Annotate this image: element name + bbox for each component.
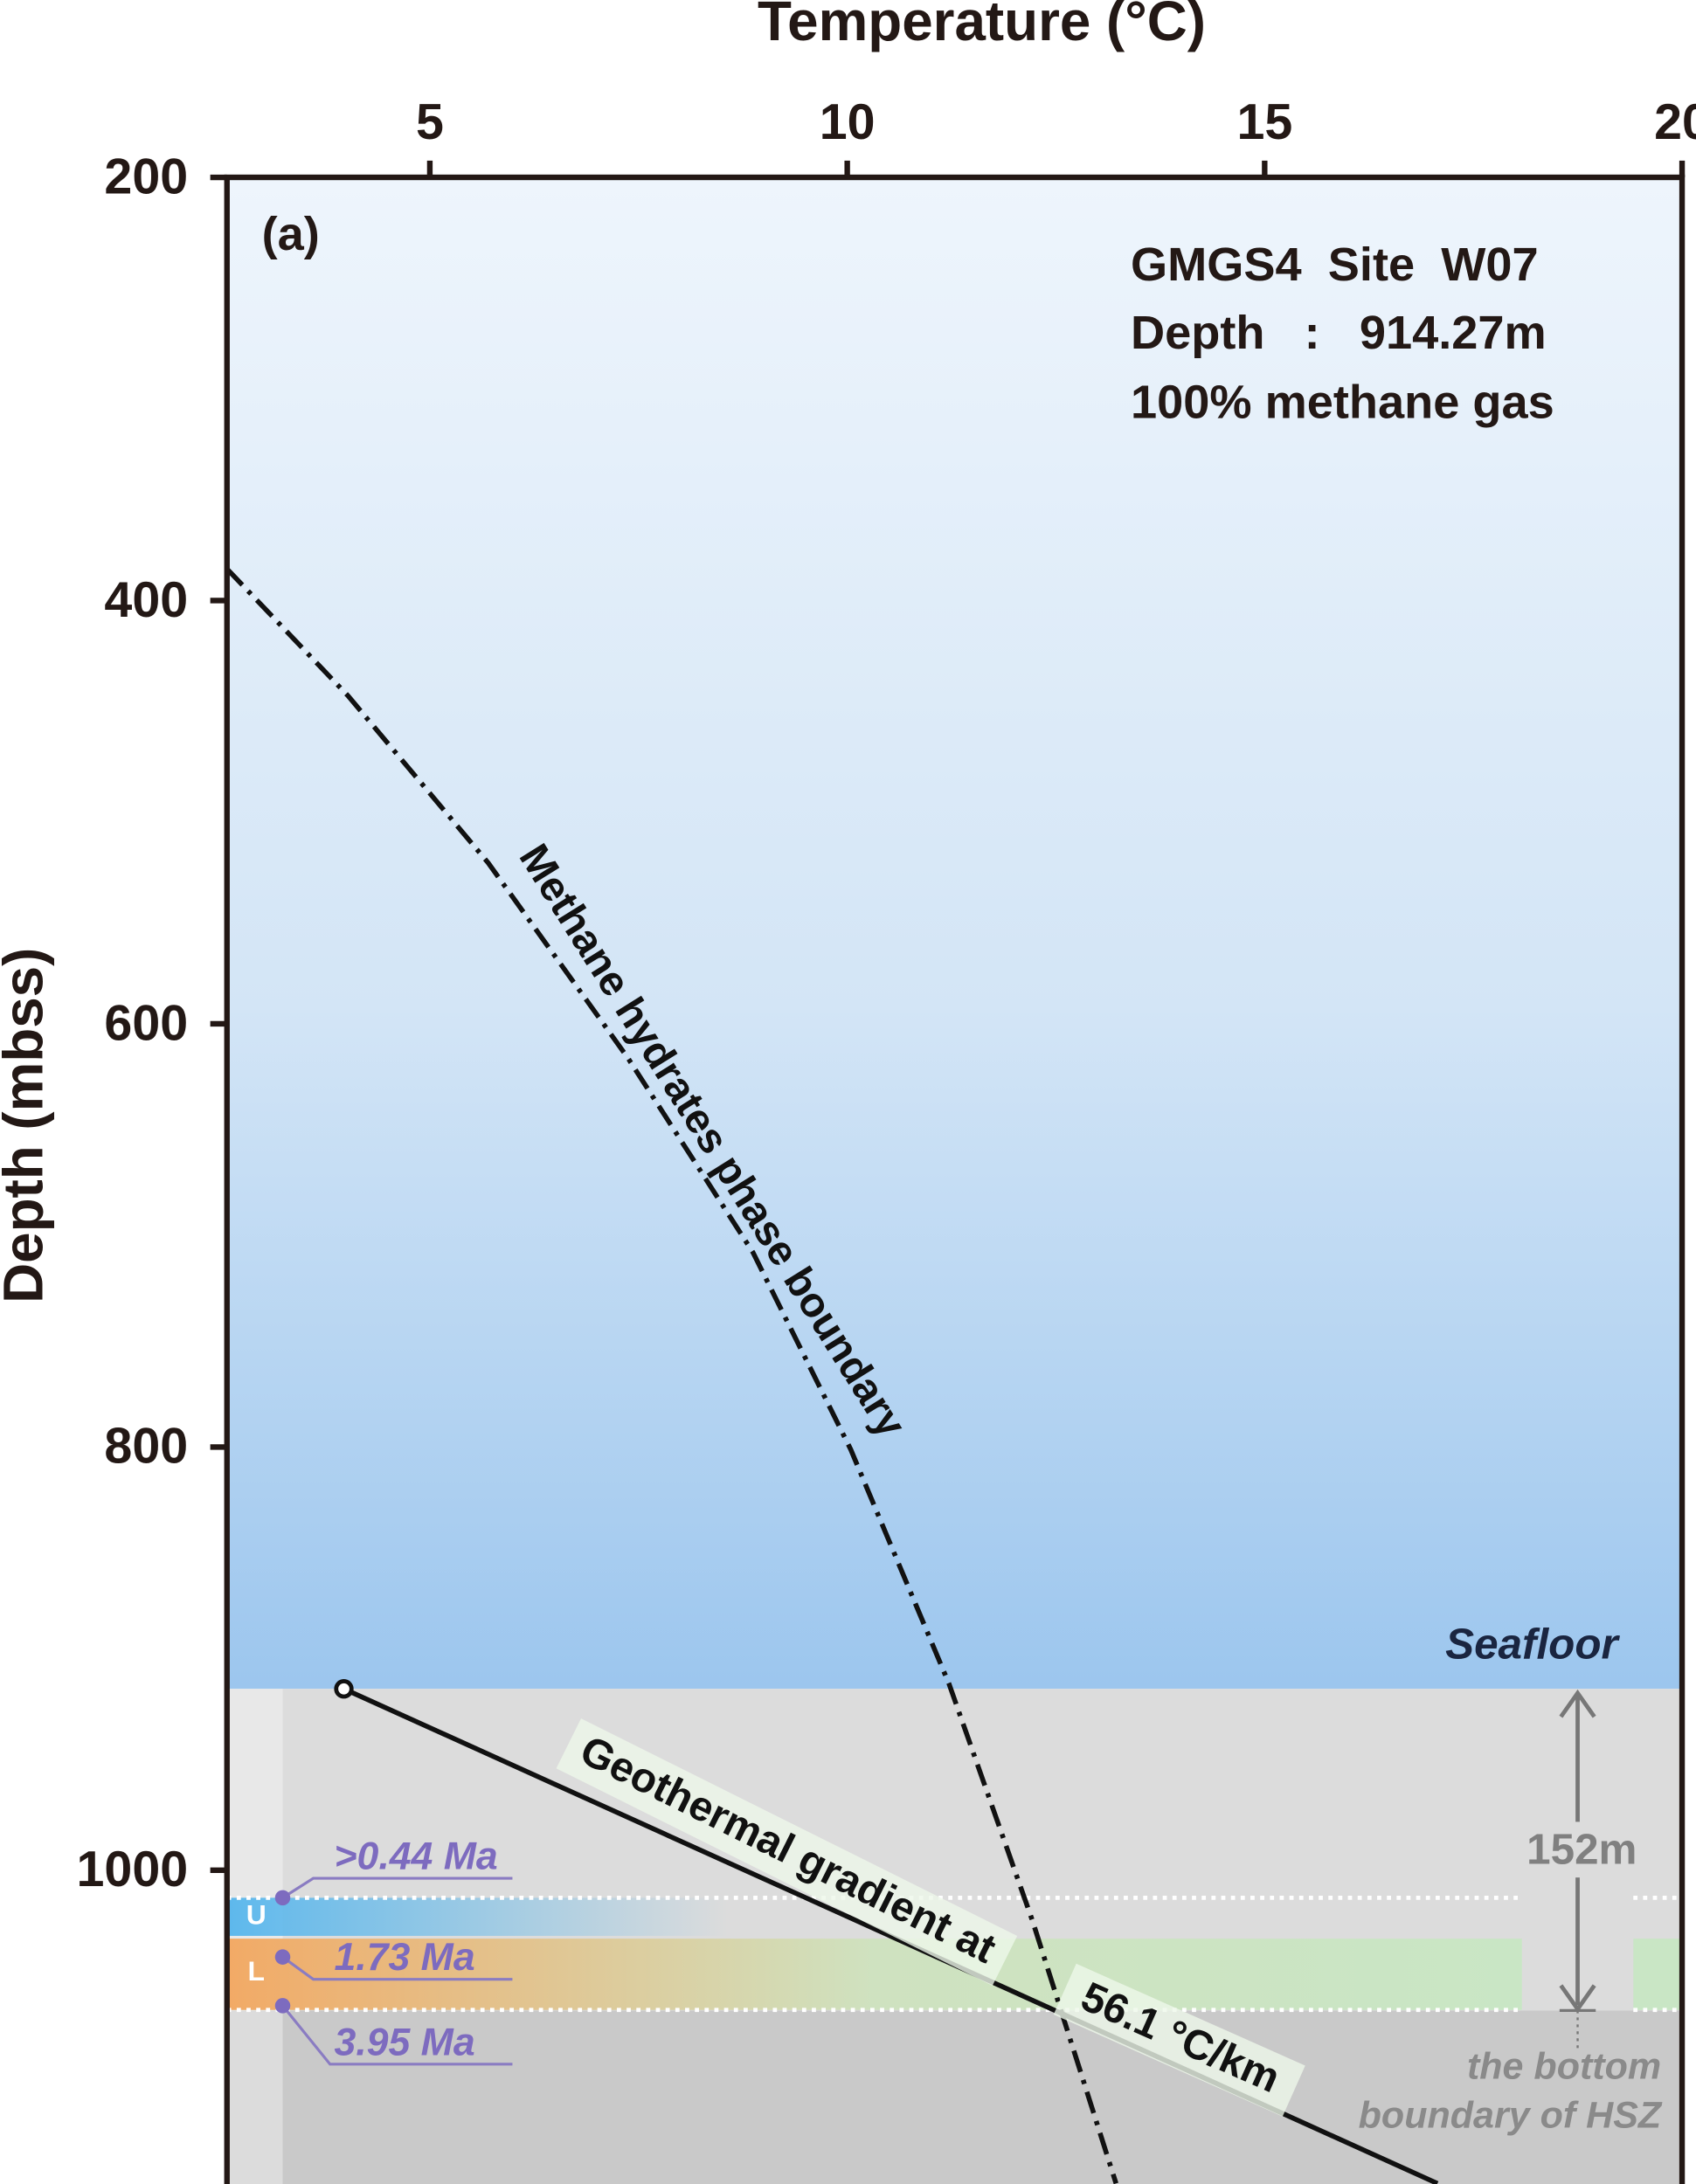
- label-backdrop: [1518, 1821, 1638, 1878]
- band-label: L: [247, 1955, 264, 1987]
- y-tick-label: 400: [104, 572, 188, 628]
- x-tick-label: 5: [416, 94, 444, 150]
- x-tick-label: 15: [1236, 94, 1292, 150]
- band: [226, 1939, 1522, 2010]
- x-axis-title: Temperature (°C): [758, 0, 1206, 52]
- arrow-head: [1559, 1689, 1596, 1718]
- y-tick-label: 1000: [77, 1842, 189, 1897]
- hsz-label: the bottom: [1467, 2046, 1661, 2088]
- label-backdrop: [556, 1718, 1018, 1987]
- y-tick-label: 600: [104, 995, 188, 1051]
- y-tick-label: 200: [104, 149, 188, 204]
- band: [1633, 1939, 1683, 2010]
- below-hsz: [226, 2010, 1683, 2184]
- core-strip: [226, 1689, 283, 2184]
- water-column: [226, 177, 1683, 1690]
- y-tick-label: 800: [104, 1419, 188, 1475]
- background: UL: [226, 177, 1683, 2184]
- seafloor-label: Seafloor: [1445, 1620, 1620, 1668]
- age-leader: [281, 1876, 513, 1899]
- y-axis-title: Depth (mbss): [0, 948, 55, 1303]
- info-text: 100% methane gas: [1131, 377, 1554, 429]
- age-marker: [274, 1890, 291, 1906]
- hsz-thickness: 152m: [1526, 1826, 1637, 1874]
- x-tick-label: 20: [1654, 94, 1696, 150]
- panel-label: (a): [262, 208, 320, 260]
- age-marker: [274, 1998, 291, 2014]
- age-label: 1.73 Ma: [334, 1936, 474, 1979]
- band: [226, 1897, 729, 1936]
- seafloor-point: [334, 1679, 354, 1699]
- info-text: GMGS4 Site W07: [1131, 238, 1539, 291]
- hsz-label: boundary of HSZ: [1359, 2094, 1663, 2136]
- info-text: Depth : 914.27m: [1131, 307, 1547, 359]
- band-label: U: [246, 1899, 267, 1931]
- label-backdrop: [1053, 1963, 1305, 2117]
- age-label: >0.44 Ma: [334, 1835, 497, 1878]
- plot-frame: [224, 174, 1686, 2184]
- age-leader: [281, 1955, 513, 1981]
- age-marker: [274, 1949, 291, 1965]
- age-label: 3.95 Ma: [334, 2021, 474, 2063]
- series-line: [225, 567, 1118, 2184]
- x-tick-label: 10: [820, 94, 876, 150]
- age-leader: [281, 2004, 513, 2066]
